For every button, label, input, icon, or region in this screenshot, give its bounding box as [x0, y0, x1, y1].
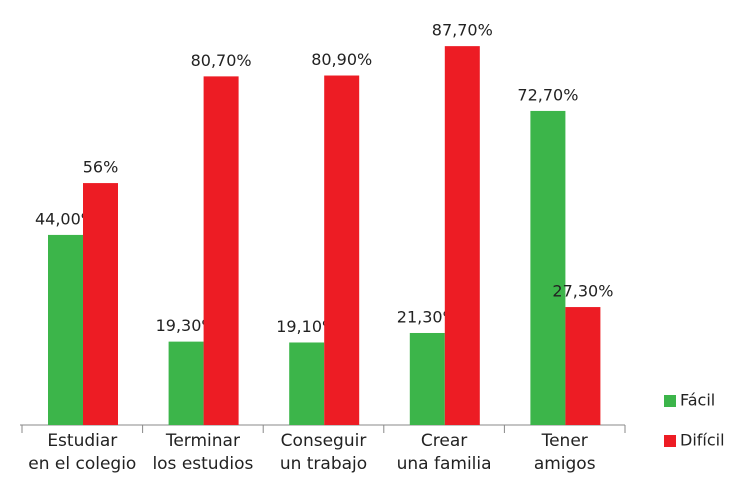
- x-tick-label: Estudiar: [47, 431, 117, 451]
- bar: [324, 75, 360, 426]
- legend-label: Difícil: [680, 431, 725, 450]
- legend-label: Fácil: [680, 391, 715, 410]
- bar: [530, 110, 566, 425]
- x-tick-label: una familia: [397, 454, 492, 474]
- value-label: 87,70%: [432, 21, 493, 40]
- value-label: 19,10%: [276, 317, 337, 336]
- value-label: 56%: [83, 158, 119, 177]
- legend-swatch: [664, 395, 676, 407]
- x-tick-label: Crear: [421, 431, 467, 451]
- x-tick-label: Tener: [541, 431, 588, 451]
- value-label: 19,30%: [156, 316, 217, 335]
- bar: [83, 183, 118, 425]
- bar: [444, 46, 480, 426]
- value-label: 80,70%: [191, 51, 252, 70]
- bar: [289, 342, 325, 425]
- value-label: 80,90%: [311, 50, 372, 69]
- x-tick-label: Conseguir: [281, 431, 367, 451]
- bar: [565, 307, 601, 425]
- legend-swatch: [664, 435, 676, 447]
- bar: [409, 332, 445, 425]
- bar: [203, 76, 239, 425]
- x-tick-label: amigos: [534, 454, 596, 474]
- value-label: 27,30%: [552, 282, 613, 301]
- bar: [168, 341, 204, 425]
- x-tick-label: los estudios: [152, 454, 253, 474]
- bar: [48, 234, 83, 425]
- x-tick-label: un trabajo: [280, 454, 367, 474]
- x-tick-label: Terminar: [165, 431, 240, 451]
- value-label: 44,00%: [35, 209, 96, 228]
- value-label: 72,70%: [517, 85, 578, 104]
- value-label: 21,30%: [397, 307, 458, 326]
- x-tick-label: en el colegio: [28, 454, 136, 474]
